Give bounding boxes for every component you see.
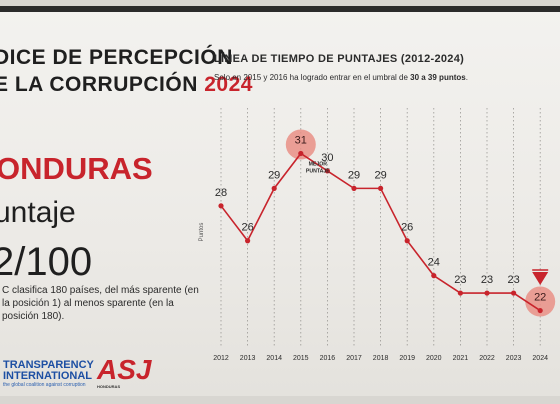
x-tick-label: 2018 <box>373 355 389 362</box>
current-year-arrow-icon <box>532 272 549 285</box>
logo-ti-tagline: the global coalition against corruption <box>3 382 86 388</box>
index-title-line1: DICE DE PERCEPCIÓN <box>0 46 233 69</box>
country-name: ONDURAS <box>0 151 153 186</box>
data-point-2024 <box>537 307 543 314</box>
data-point-2020 <box>431 273 437 279</box>
data-label-2012: 28 <box>215 187 227 199</box>
chart-subtitle-suffix: . <box>465 73 468 82</box>
x-tick-label: 2015 <box>293 355 309 362</box>
annotation-word: PUNTAJE <box>306 168 330 174</box>
logo-ti-line2: INTERNATIONAL <box>3 370 93 382</box>
score-value: 2/100 <box>0 240 93 284</box>
top-band <box>0 6 560 12</box>
data-point-2017 <box>351 185 357 191</box>
data-point-2014 <box>271 185 277 191</box>
transparency-international-logo: TRANSPARENCY INTERNATIONAL the global co… <box>3 359 94 389</box>
data-label-2022: 23 <box>481 274 493 286</box>
data-label-2019: 26 <box>401 222 413 234</box>
ranking-description: C clasifica 180 países, del más sparente… <box>2 285 199 322</box>
data-point-2022 <box>484 290 490 296</box>
slide: DICE DE PERCEPCIÓN E LA CORRUPCIÓN 2024 … <box>0 6 560 396</box>
data-label-2021: 23 <box>454 274 466 286</box>
x-tick-label: 2014 <box>266 355 282 362</box>
data-label-2018: 29 <box>374 169 386 181</box>
x-tick-label: 2024 <box>532 355 548 362</box>
logo-ti-line1: TRANSPARENCY <box>3 359 94 371</box>
data-label-2023: 23 <box>507 274 519 286</box>
index-title-line2: E LA CORRUPCIÓN <box>0 73 205 96</box>
data-label-2013: 26 <box>241 222 253 234</box>
data-point-2013 <box>245 238 251 244</box>
score-label: untaje <box>0 196 76 229</box>
x-tick-label: 2022 <box>479 355 495 362</box>
annotation-word: MEJOR <box>309 161 328 167</box>
data-label-2016: 30 <box>321 152 333 164</box>
data-point-2018 <box>378 185 384 191</box>
x-tick-label: 2013 <box>240 355 256 362</box>
index-title: DICE DE PERCEPCIÓN E LA CORRUPCIÓN 2024 <box>0 44 253 98</box>
x-tick-label: 2020 <box>426 355 442 362</box>
data-point-2012 <box>218 203 224 209</box>
data-label-2017: 29 <box>348 169 360 181</box>
logo-asj-text: ASJ <box>97 354 152 385</box>
data-point-2016 <box>324 168 330 174</box>
chart-title: LÍNEA DE TIEMPO DE PUNTAJES (2012-2024) <box>214 53 465 65</box>
highlight-circle-2024 <box>525 286 556 317</box>
highlight-circle-2015 <box>285 129 316 160</box>
data-point-2015 <box>298 150 304 157</box>
chart-subtitle-bold: 30 a 39 puntos <box>410 73 466 82</box>
data-point-2023 <box>510 290 517 296</box>
y-axis-label: Puntos <box>199 223 205 242</box>
annotation-best-score: MEJOR PUNTAJE <box>306 161 330 174</box>
x-tick-label: 2023 <box>506 355 522 362</box>
data-label-2024: 22 <box>534 292 546 304</box>
x-tick-label: 2017 <box>346 355 362 362</box>
x-tick-label: 2012 <box>213 355 229 362</box>
x-tick-label: 2016 <box>320 355 336 362</box>
x-tick-label: 2019 <box>399 355 415 362</box>
data-label-2020: 24 <box>428 257 440 269</box>
index-title-year: 2024 <box>204 73 253 96</box>
logo-asj-tagline: HONDURAS <box>97 384 121 389</box>
data-label-2014: 29 <box>268 169 280 181</box>
chart-subtitle: Solo en 2015 y 2016 ha logrado entrar en… <box>214 73 468 82</box>
data-point-2019 <box>404 238 410 244</box>
chart-subtitle-prefix: Solo en 2015 y 2016 ha logrado entrar en… <box>214 73 411 82</box>
data-label-2015: 31 <box>295 134 307 146</box>
x-tick-label: 2021 <box>453 355 469 362</box>
asj-logo: ASJ HONDURAS <box>97 356 151 390</box>
data-point-2021 <box>457 290 463 296</box>
